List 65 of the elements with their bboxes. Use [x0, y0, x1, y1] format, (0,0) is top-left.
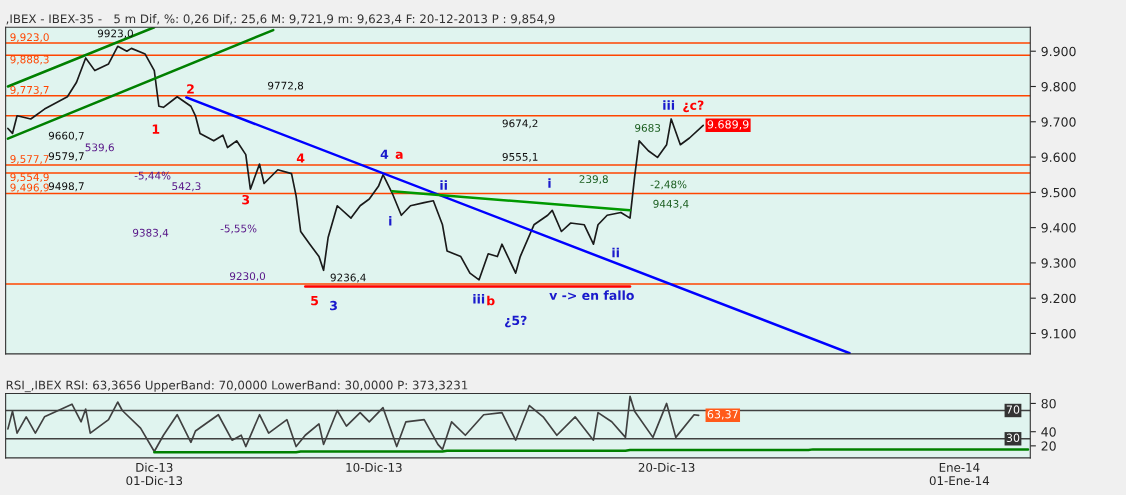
annotation: 9660,7: [48, 131, 84, 141]
y-tick-label: 40: [1041, 427, 1056, 437]
annotation: 9772,8: [268, 81, 304, 91]
y-tick-label: 9.200: [1041, 293, 1076, 304]
annotation: 9923,0: [97, 29, 133, 39]
annotation: 5: [311, 296, 319, 306]
annotation: 9674,2: [502, 119, 538, 129]
annotation: 9555,1: [502, 152, 538, 162]
y-tick-label: 9.700: [1041, 117, 1076, 127]
y-tick-label: 9.300: [1041, 258, 1076, 268]
chart-title: ,IBEX - IBEX-35 - 5 m Dif, %: 0,26 Dif,: 25,6 M: 9,721,9 m: 9,623,4 F: 20-12-2013 P : 9,854,9: [6, 14, 555, 25]
x-tick-label: Ene-14 01-Ene-14: [929, 463, 990, 486]
annotation: 9230,0: [229, 272, 266, 282]
annotation: 539,6: [85, 143, 114, 153]
ref-line-label: 9,554,9: [10, 173, 49, 183]
line-series: [7, 45, 705, 281]
annotation: iii: [663, 100, 675, 110]
annotation: ii: [440, 180, 447, 190]
annotation: 4: [380, 149, 389, 159]
annotation: ¿c?: [683, 100, 704, 113]
y-tick-label: 80: [1041, 398, 1056, 409]
annotation: 4: [296, 153, 305, 163]
annotation: 1: [152, 124, 160, 134]
annotation: ii: [612, 247, 619, 258]
ref-line-label: 9,888,3: [10, 55, 49, 65]
y-tick-label: 9.800: [1041, 81, 1076, 92]
annotation: a: [395, 151, 403, 159]
y-tick-label: 9.100: [1041, 328, 1076, 339]
ref-line-label: 30: [1006, 433, 1020, 443]
y-tick-label: 9.900: [1041, 46, 1076, 57]
ref-line-label: 9,923,0: [10, 33, 49, 43]
annotation: b: [487, 295, 495, 306]
annotation: 9236,4: [330, 273, 366, 283]
annotation: 3: [330, 300, 337, 311]
annotation: 9498,7: [48, 182, 84, 192]
ref-line-label: 9,773,7: [10, 85, 49, 95]
x-tick-label: 10-Dic-13: [346, 462, 402, 472]
x-tick-label: Dic-13 01-Dic-13: [126, 462, 183, 486]
annotation: 2: [187, 84, 194, 94]
annotation: 542,3: [172, 182, 201, 192]
annotation: 9383,4: [133, 228, 169, 238]
annotation: 63,37: [707, 410, 738, 420]
annotation: -5,55%: [220, 224, 257, 234]
annotation: 9.689,9: [707, 120, 749, 130]
ref-line-label: 9,577,7: [10, 155, 49, 164]
y-tick-label: 9.500: [1041, 187, 1076, 198]
annotation: 9443,4: [653, 199, 689, 209]
annotation: -2,48%: [650, 180, 687, 190]
y-tick-label: 20: [1041, 441, 1056, 451]
annotation: 239,8: [579, 175, 608, 185]
annotation: i: [548, 178, 551, 188]
y-tick-label: 9.600: [1041, 152, 1076, 162]
y-tick-label: 9.400: [1041, 223, 1076, 233]
annotation: iii: [473, 293, 485, 304]
annotation: -5,44%: [134, 171, 171, 181]
ref-line-label: 70: [1006, 405, 1020, 414]
annotation: v -> en fallo: [549, 290, 634, 301]
annotation: 9579,7: [48, 152, 84, 162]
x-tick-label: 20-Dic-13: [638, 462, 695, 472]
annotation: 3: [242, 194, 250, 205]
annotation: ¿5?: [505, 315, 527, 328]
annotation: i: [389, 215, 392, 226]
annotation: 9683: [635, 123, 661, 132]
ref-line-label: 9,496,9: [10, 183, 49, 193]
chart-title: RSI_,IBEX RSI: 63,3656 UpperBand: 70,0000 LowerBand: 30,0000 P: 373,3231: [6, 380, 468, 393]
